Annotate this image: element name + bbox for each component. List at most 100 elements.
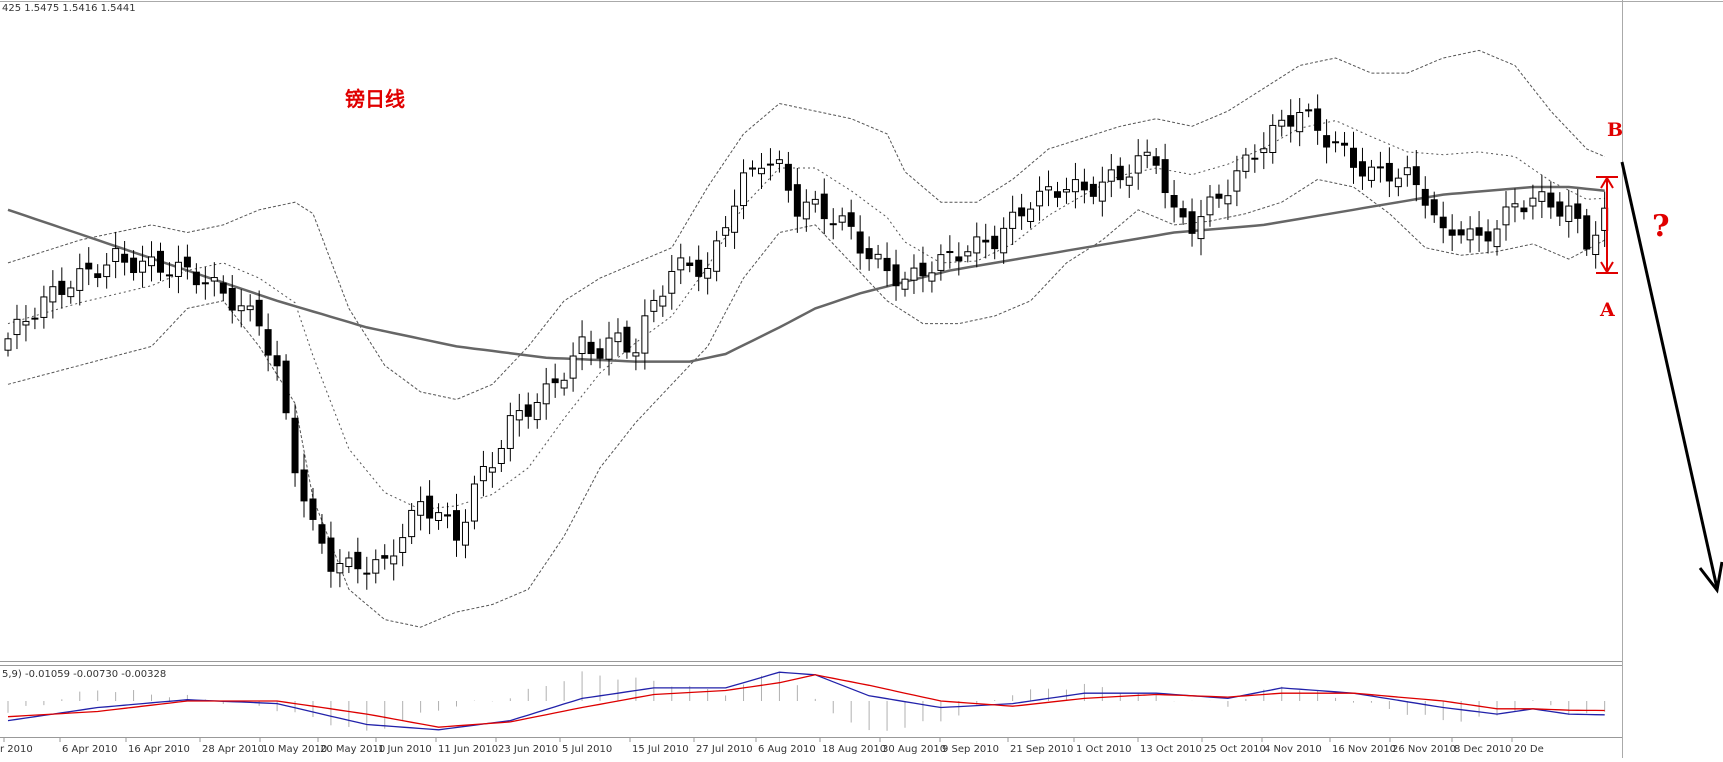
candle xyxy=(551,363,559,398)
x-tick-label: 10 May 2010 xyxy=(262,744,327,755)
candle xyxy=(336,549,344,588)
candle xyxy=(76,253,84,306)
candle xyxy=(1457,221,1465,244)
candle xyxy=(1430,191,1438,223)
candle xyxy=(1009,195,1017,245)
candle xyxy=(1367,159,1375,188)
candle xyxy=(67,280,75,304)
candle xyxy=(1161,143,1169,209)
candle xyxy=(426,480,434,535)
moving-average xyxy=(7,185,1605,363)
candle xyxy=(300,453,308,518)
candle xyxy=(506,402,514,462)
x-tick-label: 20 May 2010 xyxy=(320,744,385,755)
candle xyxy=(1071,162,1079,209)
candle xyxy=(103,253,111,289)
candle xyxy=(174,245,182,294)
candle xyxy=(1529,184,1537,220)
candle xyxy=(40,285,48,329)
x-tick-label: 20 De xyxy=(1514,744,1544,755)
candle xyxy=(1027,202,1035,229)
candle xyxy=(219,275,227,301)
candle xyxy=(1556,192,1564,226)
candle xyxy=(1296,98,1304,147)
candle xyxy=(515,393,523,437)
candle xyxy=(1493,220,1501,256)
candle xyxy=(1116,157,1124,189)
candle xyxy=(1484,219,1492,254)
candle xyxy=(318,514,326,554)
candle xyxy=(363,556,371,590)
candle xyxy=(1134,139,1142,190)
candle xyxy=(1475,211,1483,252)
candle xyxy=(1439,201,1447,244)
moving-average-line xyxy=(7,185,1605,363)
candle xyxy=(614,318,622,357)
candle xyxy=(677,243,685,285)
candle xyxy=(802,189,810,232)
candle xyxy=(1143,139,1151,169)
bollinger-bands xyxy=(7,49,1605,628)
candle xyxy=(130,250,138,281)
candle xyxy=(910,254,918,294)
candle xyxy=(722,216,730,247)
candle xyxy=(488,452,496,488)
candle xyxy=(1421,176,1429,219)
candle xyxy=(865,236,873,271)
candle xyxy=(686,256,694,273)
candle xyxy=(470,475,478,530)
bollinger-upper-line xyxy=(7,49,1605,401)
candle xyxy=(1323,119,1331,164)
candle xyxy=(479,450,487,497)
candle xyxy=(632,338,640,371)
candle xyxy=(1511,188,1519,223)
candle xyxy=(749,160,757,177)
candle xyxy=(31,307,39,330)
candle xyxy=(1251,144,1259,173)
candle xyxy=(919,246,927,293)
candle xyxy=(1547,181,1555,219)
candle xyxy=(991,225,999,260)
candle xyxy=(1206,185,1214,227)
candle xyxy=(775,150,783,173)
candle xyxy=(1502,191,1510,241)
x-tick-label: 1 Jun 2010 xyxy=(378,744,432,755)
candle xyxy=(1224,179,1232,220)
x-tick-label: 23 Jun 2010 xyxy=(498,744,558,755)
candle xyxy=(255,290,263,336)
candle xyxy=(264,313,272,372)
candle xyxy=(246,294,254,322)
candle xyxy=(156,242,164,281)
candle xyxy=(201,266,209,300)
candle xyxy=(1000,217,1008,264)
x-tick-label: 25 Oct 2010 xyxy=(1204,744,1266,755)
candle xyxy=(399,523,407,567)
candle xyxy=(444,502,452,529)
candle xyxy=(372,549,380,584)
candle xyxy=(22,305,30,342)
candle xyxy=(453,493,460,557)
candle xyxy=(740,159,748,220)
candle xyxy=(928,261,936,293)
candle xyxy=(811,190,819,213)
candle xyxy=(435,503,443,530)
candle xyxy=(1179,200,1187,225)
x-tick-label: 9 Sep 2010 xyxy=(942,744,999,755)
candle xyxy=(578,320,586,371)
candle xyxy=(946,235,954,269)
candle xyxy=(1188,198,1196,247)
candle xyxy=(838,207,846,231)
candle xyxy=(955,242,963,276)
candle xyxy=(1053,181,1061,208)
candle xyxy=(1520,200,1528,220)
candle xyxy=(569,342,577,392)
candle xyxy=(1242,147,1250,179)
candle xyxy=(1403,155,1411,187)
x-axis-ticks: r 2010 6 Apr 2010 16 Apr 2010 28 Apr 201010… xyxy=(0,737,1544,755)
candle xyxy=(982,223,990,259)
candle xyxy=(1215,184,1223,208)
candle xyxy=(964,245,972,263)
candle xyxy=(1385,147,1393,198)
candle xyxy=(533,393,541,429)
